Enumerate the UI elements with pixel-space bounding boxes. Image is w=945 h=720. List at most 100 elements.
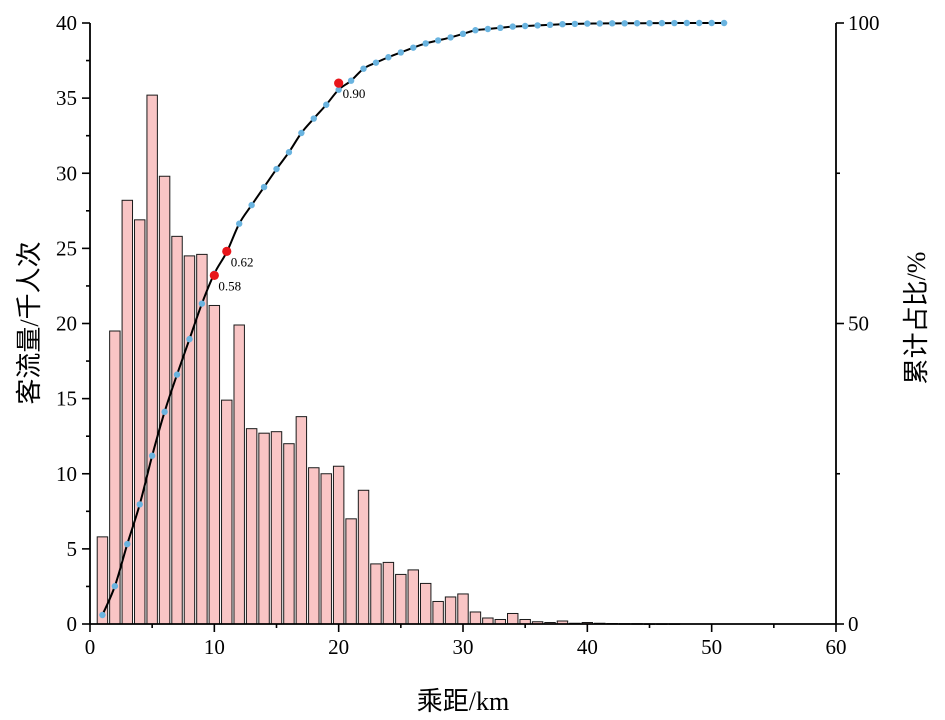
cumulative-point: [236, 220, 243, 227]
cumulative-point: [696, 19, 703, 27]
bar: [196, 253, 208, 625]
cumulative-point: [310, 115, 317, 122]
cumulative-point: [148, 452, 156, 459]
y-axis-right-title: 累计占比/%: [902, 252, 931, 385]
bar: [245, 428, 258, 625]
y-left-tick-label: 15: [56, 387, 77, 411]
cumulative-point: [521, 22, 529, 30]
cumulative-point: [584, 20, 591, 27]
y-left-tick-label: 0: [67, 612, 78, 636]
bar: [370, 563, 382, 625]
cumulative-point: [472, 27, 479, 34]
y-left-tick-label: 35: [56, 86, 77, 110]
bar: [444, 596, 457, 625]
y-axis-left-title: 客流量/千人次: [15, 241, 44, 404]
bar: [208, 304, 221, 625]
bar: [382, 561, 395, 625]
bar: [146, 94, 158, 625]
bar: [109, 330, 121, 625]
cumulative-point: [720, 19, 728, 27]
cumulative-point: [323, 101, 330, 108]
cumulative-point: [285, 149, 293, 156]
y-left-tick-label: 10: [56, 462, 77, 486]
cumulative-point: [683, 19, 690, 27]
y-left-tick-label: 40: [56, 11, 77, 35]
cumulative-point: [633, 20, 641, 27]
cumulative-point: [335, 86, 342, 93]
bar: [482, 617, 494, 625]
cumulative-point: [509, 23, 516, 30]
y-left-tick-label: 30: [56, 161, 77, 185]
cumulative-point: [596, 20, 603, 27]
highlight-point: [209, 270, 219, 281]
x-tick-label: 10: [204, 635, 225, 659]
cumulative-point: [484, 25, 492, 33]
bar: [419, 582, 432, 625]
highlight-point: [222, 246, 232, 256]
cumulative-point: [111, 582, 119, 590]
cumulative-point: [99, 611, 106, 619]
cumulative-point: [260, 183, 268, 191]
bar: [457, 593, 469, 625]
annotations: 0.58 0.62 0.90: [209, 78, 365, 293]
bar: [295, 416, 308, 625]
bar-series: [96, 94, 681, 625]
bar: [308, 467, 320, 625]
bar: [357, 489, 370, 625]
y-right-tick-label: 50: [848, 312, 869, 336]
x-axis-title: 乘距/km: [417, 687, 509, 716]
cumulative-point: [497, 24, 504, 32]
x-tick-label: 20: [328, 635, 349, 659]
cumulative-point: [646, 19, 653, 27]
cumulative-point: [559, 21, 566, 28]
highlight-point: [334, 78, 344, 88]
bar: [432, 600, 444, 625]
cumulative-point: [186, 335, 193, 343]
bar: [332, 465, 345, 625]
bar: [233, 324, 245, 625]
cumulative-point: [658, 19, 666, 27]
cumulative-point: [410, 44, 417, 51]
cumulative-point: [571, 20, 579, 28]
y-left-tick-label: 5: [67, 537, 78, 561]
cumulative-point: [347, 77, 355, 84]
cumulative-point: [422, 40, 429, 47]
axes: [82, 22, 844, 632]
cumulative-point: [459, 30, 467, 38]
bar: [395, 573, 407, 625]
x-tick-label: 40: [577, 635, 598, 659]
bar: [507, 612, 519, 625]
x-tick-label: 60: [826, 635, 847, 659]
cumulative-point: [124, 540, 131, 548]
cumulative-point: [447, 34, 454, 41]
bar: [171, 235, 183, 625]
bar: [469, 611, 482, 625]
cumulative-point: [248, 201, 255, 209]
bar: [183, 255, 196, 625]
x-tick-label: 50: [701, 635, 722, 659]
cumulative-point: [708, 19, 715, 27]
y-right-tick-label: 100: [848, 11, 880, 35]
cumulative-point: [397, 49, 405, 56]
bar: [258, 432, 270, 625]
cumulative-line: [101, 21, 725, 616]
bar: [121, 199, 134, 625]
cumulative-point: [360, 65, 367, 72]
x-tick-label: 0: [85, 635, 96, 659]
bar: [134, 219, 146, 625]
cumulative-point: [671, 19, 678, 27]
cumulative-point: [621, 20, 628, 27]
y-right-tick-label: 0: [848, 612, 859, 636]
bar: [407, 569, 419, 625]
cumulative-point: [198, 300, 206, 307]
cumulative-point: [161, 408, 168, 416]
cumulative-point: [434, 37, 442, 44]
bar: [221, 399, 233, 625]
y-left-tick-label: 25: [56, 236, 77, 260]
cumulative-point: [534, 22, 541, 29]
x-tick-label: 30: [453, 635, 474, 659]
cumulative-point: [273, 165, 280, 173]
highlight-label: 0.62: [231, 254, 254, 269]
